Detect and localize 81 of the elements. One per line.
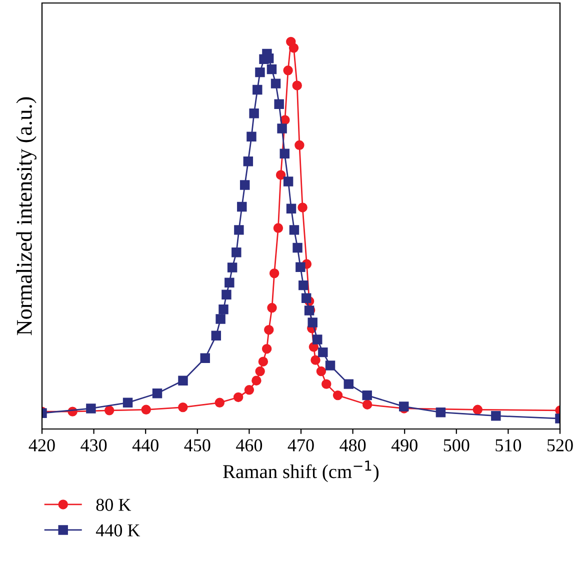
point [273,223,284,233]
legend-label: 440 K [96,524,140,536]
point [222,290,232,300]
point [266,64,277,74]
point [292,242,302,253]
point [277,124,287,134]
x-tick-label: 420 [28,439,55,452]
point [214,398,225,408]
point [224,278,234,288]
point [289,225,300,235]
point [234,225,244,235]
x-tick-label: 520 [548,439,573,452]
point [255,366,265,376]
point [255,67,265,78]
point [244,385,254,395]
x-tick-label: 450 [184,439,210,452]
point [286,204,296,214]
point [344,379,354,389]
point [491,410,501,421]
point [178,376,188,386]
point [283,176,294,186]
x-tick-label: 500 [444,439,470,452]
point [232,248,242,258]
point [269,268,280,278]
point [296,262,306,272]
point [298,202,308,212]
x-tick-label: 510 [496,439,522,452]
point [280,148,290,159]
point [240,180,250,190]
point [294,140,304,150]
point [104,406,114,416]
point [122,398,133,408]
point [141,404,151,414]
point [252,376,262,386]
point [316,366,326,376]
point [152,388,162,398]
point [274,99,284,109]
point [362,400,372,410]
point [325,360,336,370]
point [362,390,372,400]
legend-label: 80 K [96,498,132,511]
point [310,355,320,365]
point [258,356,268,366]
point [252,84,262,95]
point [436,407,446,418]
point [246,132,256,142]
x-tick-label: 430 [80,439,107,452]
point [472,404,482,414]
point [292,80,302,90]
point [322,379,332,389]
point [86,404,96,414]
point [283,66,293,76]
point [178,402,188,412]
point [243,156,254,166]
point [233,392,244,402]
point [301,293,312,303]
point [276,170,286,180]
point [264,324,274,335]
point [270,78,281,88]
point [211,330,222,341]
x-tick-label: 460 [236,439,262,452]
point [218,304,228,314]
point [200,353,210,363]
point [312,334,322,344]
x-axis-title: Raman shift (cm$^{−1}$) [223,460,379,482]
point [249,108,259,118]
x-tick-label: 440 [132,439,158,452]
point [227,262,238,272]
point [308,318,318,328]
point [262,344,272,354]
x-tick-label: 470 [288,439,314,452]
point [332,390,343,400]
point [216,314,226,324]
point [318,347,328,358]
point [267,302,277,313]
x-tick-label: 480 [340,439,366,452]
y-axis-title: Normalized intensity (a.u.) [16,97,36,336]
point [288,43,299,53]
point [237,202,247,212]
point [298,280,308,290]
x-tick-label: 490 [391,439,418,452]
